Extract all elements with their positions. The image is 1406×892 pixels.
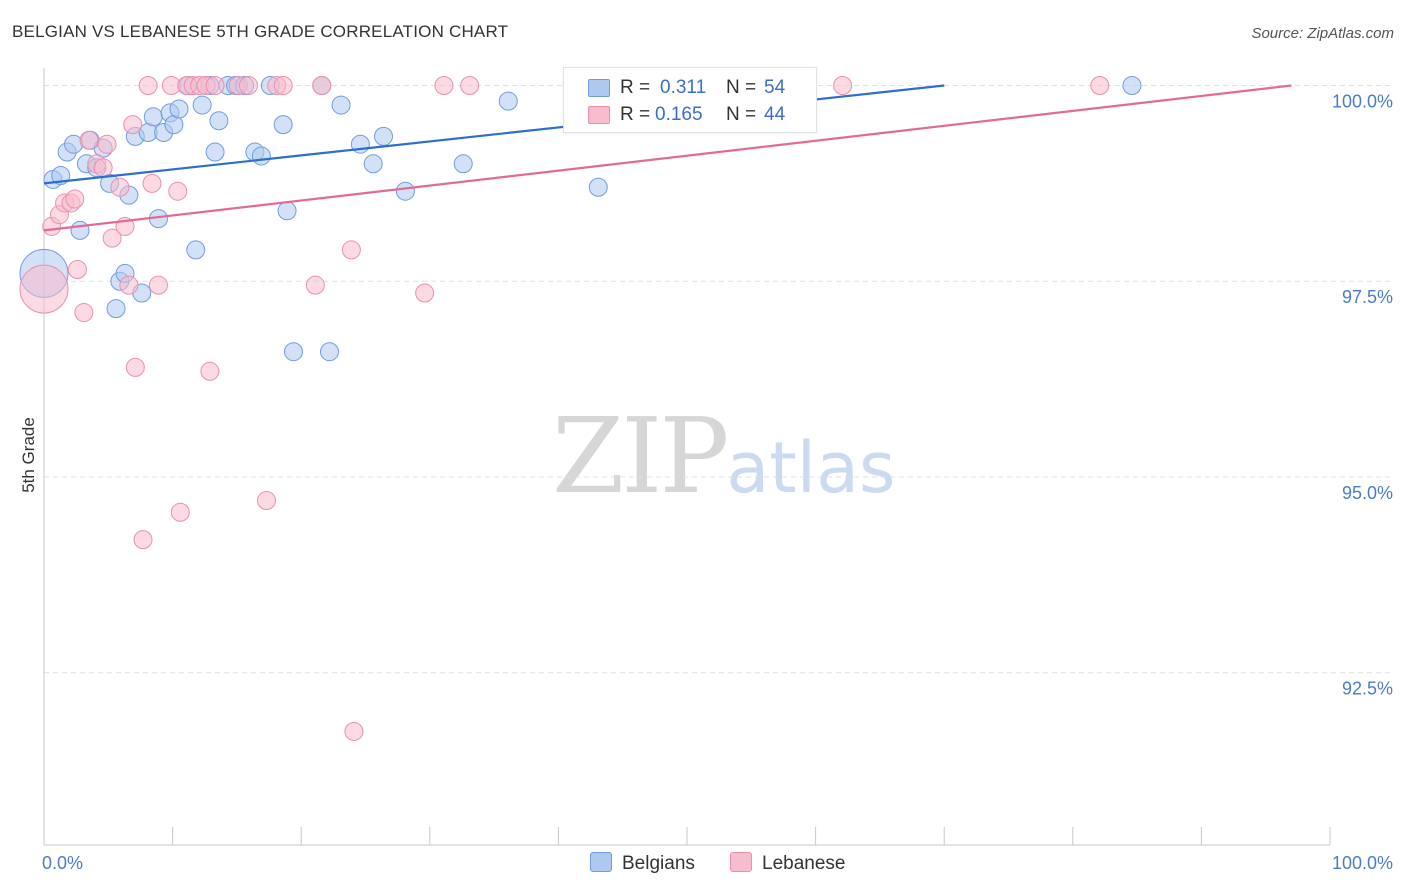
point-lebanese	[341, 240, 361, 260]
point-lebanese	[312, 75, 332, 95]
legend-r-value-belgians: 0.311	[660, 77, 707, 98]
chart-title: BELGIAN VS LEBANESE 5TH GRADE CORRELATIO…	[12, 22, 509, 41]
zipatlas-watermark: ZIPatlas	[552, 395, 895, 517]
point-lebanese	[67, 259, 87, 279]
point-lebanese	[415, 283, 435, 303]
point-lebanese	[200, 361, 220, 381]
point-belgians	[143, 107, 163, 127]
bottom-legend-label-lebanese: Lebanese	[762, 853, 846, 874]
point-lebanese	[148, 275, 168, 295]
point-belgians	[273, 115, 293, 135]
point-belgians	[319, 342, 339, 362]
point-lebanese	[110, 177, 130, 197]
point-belgians	[498, 91, 518, 111]
point-belgians	[277, 201, 297, 221]
legend-r-label: R =	[620, 77, 651, 98]
point-lebanese	[138, 75, 158, 95]
bottom-legend-swatch-lebanese	[730, 852, 752, 872]
point-lebanese	[833, 75, 853, 95]
point-belgians	[106, 299, 126, 319]
legend-r-value-lebanese: 0.165	[655, 104, 703, 125]
point-lebanese	[79, 130, 99, 150]
point-lebanese	[434, 75, 454, 95]
y-tick-label: 92.5%	[1342, 679, 1393, 699]
point-belgians	[588, 177, 608, 197]
point-lebanese	[102, 228, 122, 248]
legend-n-value-lebanese: 44	[764, 104, 786, 125]
legend-swatch-belgians	[588, 79, 610, 97]
point-belgians	[251, 146, 271, 166]
bottom-legend-belgians: Belgians	[590, 852, 695, 875]
correlation-legend: R = 0.311 N = 54 R = 0.165 N = 44	[563, 67, 817, 133]
x-tick-label: 100.0%	[1332, 853, 1393, 873]
point-belgians	[453, 154, 473, 174]
point-lebanese	[125, 357, 145, 377]
point-lebanese	[205, 75, 225, 95]
trendline-lebanese	[43, 84, 1292, 232]
point-belgians	[209, 111, 229, 131]
point-lebanese	[119, 275, 139, 295]
point-lebanese	[74, 303, 94, 323]
point-lebanese	[19, 264, 69, 314]
point-lebanese	[256, 490, 276, 510]
point-belgians	[205, 142, 225, 162]
point-lebanese	[460, 75, 480, 95]
point-lebanese	[238, 75, 258, 95]
point-lebanese	[1090, 75, 1110, 95]
watermark-atlas: atlas	[726, 427, 896, 509]
chart-source: Source: ZipAtlas.com	[1251, 25, 1394, 42]
watermark-zip: ZIP	[552, 395, 729, 517]
y-axis-title: 5th Grade	[19, 417, 38, 493]
point-belgians	[1122, 75, 1142, 95]
point-belgians	[331, 95, 351, 115]
legend-n-label: N =	[726, 77, 757, 98]
point-lebanese	[344, 721, 364, 741]
point-lebanese	[273, 75, 293, 95]
bottom-legend-swatch-belgians	[590, 852, 612, 872]
point-belgians	[192, 95, 212, 115]
y-tick-label: 97.5%	[1342, 287, 1393, 307]
point-belgians	[395, 181, 415, 201]
point-lebanese	[170, 502, 190, 522]
point-lebanese	[65, 189, 85, 209]
point-lebanese	[133, 530, 153, 550]
point-belgians	[186, 240, 206, 260]
legend-swatch-lebanese	[588, 106, 610, 124]
point-lebanese	[305, 275, 325, 295]
point-lebanese	[97, 134, 117, 154]
bottom-legend-label-belgians: Belgians	[622, 853, 695, 874]
point-belgians	[70, 220, 90, 240]
point-belgians	[374, 126, 394, 146]
point-belgians	[169, 99, 189, 119]
x-tick-label: 0.0%	[42, 853, 83, 873]
legend-r-label: R =	[620, 104, 651, 125]
point-belgians	[283, 342, 303, 362]
point-lebanese	[93, 158, 113, 178]
y-tick-label: 100.0%	[1332, 91, 1393, 111]
bottom-legend-lebanese: Lebanese	[730, 852, 845, 875]
point-belgians	[363, 154, 383, 174]
y-tick-label: 95.0%	[1342, 483, 1393, 503]
legend-n-value-belgians: 54	[764, 77, 786, 98]
point-lebanese	[142, 173, 162, 193]
legend-n-label: N =	[726, 104, 757, 125]
point-lebanese	[168, 181, 188, 201]
point-lebanese	[123, 115, 143, 135]
